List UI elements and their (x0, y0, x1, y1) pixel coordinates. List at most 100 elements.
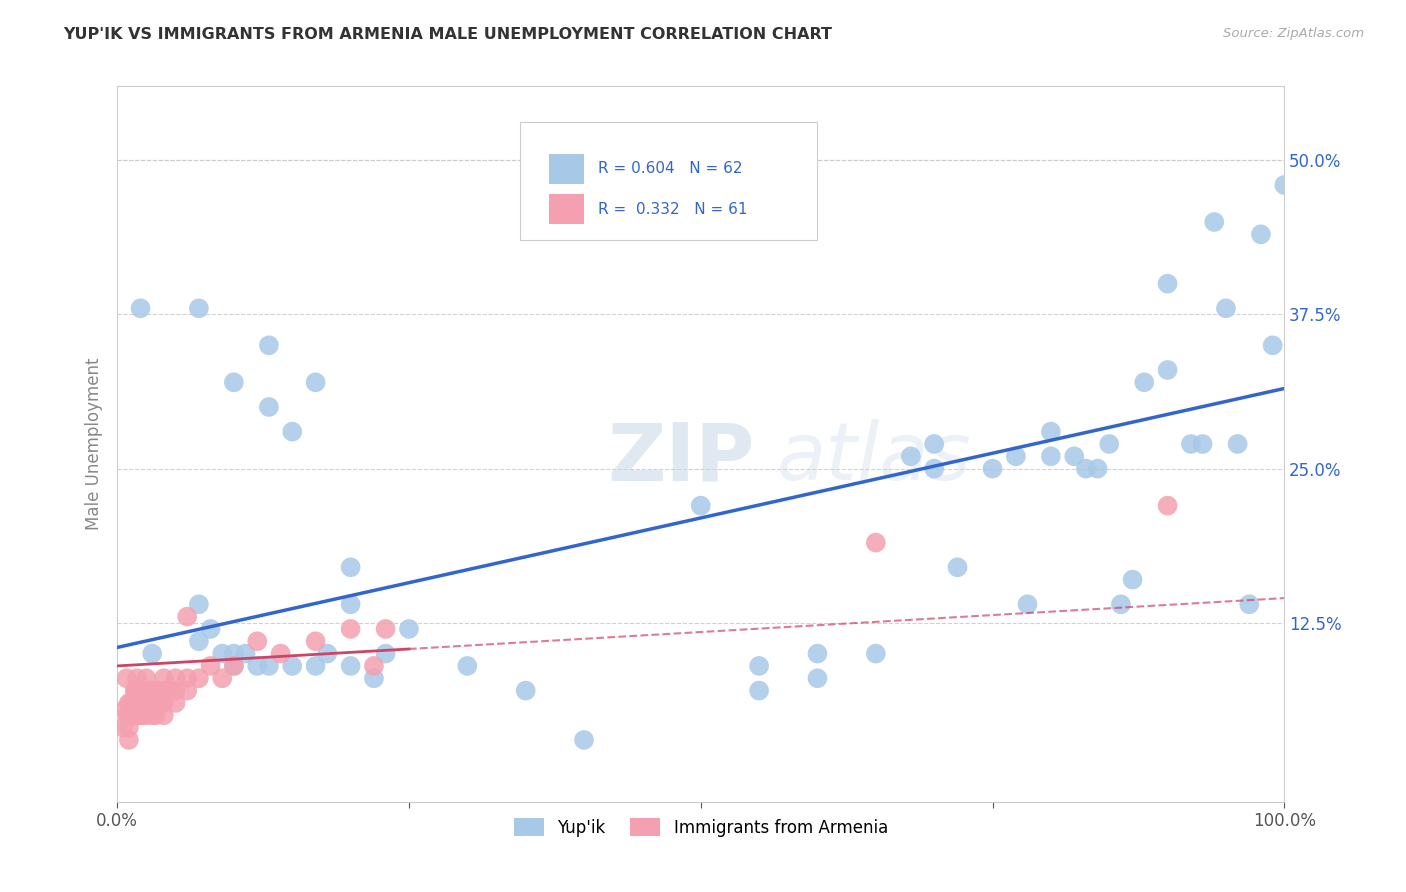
Point (1239, 597, 1261, 611)
Point (304, 659, 326, 673)
Point (187, 671, 209, 685)
Point (211, 647, 233, 661)
Point (153, 683, 176, 698)
Point (118, 721, 141, 735)
Point (176, 683, 198, 698)
Point (115, 671, 138, 685)
Point (129, 683, 152, 698)
Point (339, 622, 361, 636)
Point (200, 622, 222, 636)
Point (1098, 437, 1121, 451)
Point (132, 708, 155, 723)
Point (257, 400, 280, 414)
Point (572, 733, 595, 747)
Point (124, 683, 146, 698)
Point (1272, 178, 1295, 192)
Point (1063, 450, 1085, 464)
Text: ZIP: ZIP (607, 419, 755, 497)
Point (135, 696, 157, 710)
Point (1109, 597, 1132, 611)
Point (806, 647, 828, 661)
Point (456, 659, 478, 673)
Point (129, 301, 152, 316)
Point (246, 634, 269, 648)
Point (515, 683, 537, 698)
Point (187, 301, 209, 316)
Point (124, 708, 146, 723)
Point (129, 696, 152, 710)
Point (211, 671, 233, 685)
Point (1204, 215, 1226, 229)
Point (1039, 425, 1062, 439)
Point (1087, 461, 1109, 475)
Point (153, 696, 176, 710)
Point (127, 708, 149, 723)
Point (1191, 437, 1213, 451)
Point (138, 696, 160, 710)
Point (132, 696, 155, 710)
Point (187, 597, 209, 611)
Point (153, 708, 176, 723)
Point (135, 708, 157, 723)
Point (118, 733, 141, 747)
Y-axis label: Male Unemployment: Male Unemployment (86, 358, 103, 530)
Point (257, 659, 280, 673)
Point (165, 671, 187, 685)
Point (865, 535, 887, 549)
Point (222, 659, 245, 673)
Point (316, 647, 339, 661)
Point (114, 702, 136, 716)
Point (1261, 338, 1284, 352)
Point (120, 696, 142, 710)
Text: R =  0.332   N = 61: R = 0.332 N = 61 (598, 202, 748, 217)
Point (304, 634, 326, 648)
Point (143, 696, 166, 710)
Point (946, 560, 969, 574)
Point (141, 708, 163, 723)
Point (159, 683, 181, 698)
Text: atlas: atlas (776, 419, 972, 497)
Point (132, 683, 155, 698)
Point (1156, 363, 1178, 377)
Point (111, 721, 134, 735)
Point (1133, 376, 1156, 390)
Point (125, 671, 148, 685)
Point (141, 683, 163, 698)
Point (281, 425, 304, 439)
FancyBboxPatch shape (520, 122, 817, 240)
Point (900, 450, 922, 464)
Point (1122, 573, 1144, 587)
FancyBboxPatch shape (548, 153, 583, 184)
Point (121, 708, 143, 723)
Point (922, 461, 945, 475)
Point (187, 634, 209, 648)
Point (363, 671, 385, 685)
Point (135, 671, 157, 685)
Point (257, 338, 280, 352)
Point (222, 376, 245, 390)
Point (1226, 437, 1249, 451)
Point (922, 437, 945, 451)
Point (117, 708, 139, 723)
Point (222, 659, 245, 673)
Point (165, 683, 187, 698)
Point (235, 647, 257, 661)
Point (689, 499, 711, 513)
Point (146, 683, 169, 698)
Point (139, 683, 162, 698)
Point (1074, 461, 1097, 475)
Point (118, 708, 141, 723)
Point (246, 659, 269, 673)
Text: YUP'IK VS IMMIGRANTS FROM ARMENIA MALE UNEMPLOYMENT CORRELATION CHART: YUP'IK VS IMMIGRANTS FROM ARMENIA MALE U… (63, 27, 832, 42)
Point (270, 647, 292, 661)
Point (374, 647, 396, 661)
Point (1180, 437, 1202, 451)
Point (141, 647, 163, 661)
Point (200, 659, 222, 673)
Point (363, 659, 385, 673)
Point (398, 622, 420, 636)
Point (222, 647, 245, 661)
Point (748, 683, 770, 698)
Point (339, 659, 361, 673)
Point (176, 609, 198, 624)
